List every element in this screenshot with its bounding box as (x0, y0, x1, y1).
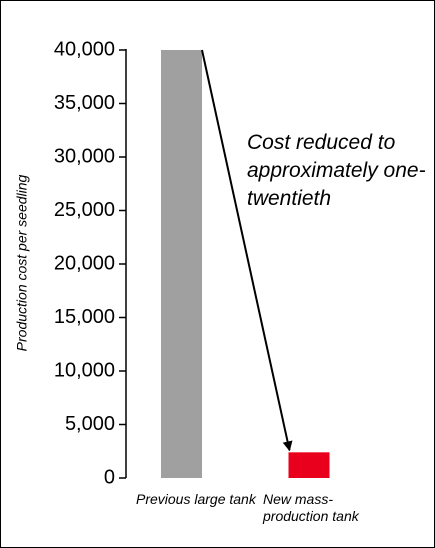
bar (161, 50, 202, 478)
x-tick-label: Previous large tank (136, 491, 256, 507)
y-tick-label: 5,000 (65, 413, 115, 435)
arrow (201, 49, 293, 452)
y-axis-label: Production cost per seedling (14, 174, 30, 351)
annotation: Cost reduced to approximately one-twenti… (247, 131, 426, 210)
y-tick-label: 40,000 (54, 38, 115, 60)
x-tick-label: New mass-production tank (263, 491, 359, 524)
bar (288, 452, 330, 478)
y-tick-label: 15,000 (54, 306, 115, 328)
y-tick-label: 20,000 (54, 252, 115, 274)
y-tick-label: 35,000 (54, 92, 115, 114)
y-tick-label: 30,000 (54, 145, 115, 167)
y-tick-label: 0 (104, 466, 115, 488)
y-tick-label: 10,000 (54, 359, 115, 381)
y-tick-label: 25,000 (54, 199, 115, 221)
